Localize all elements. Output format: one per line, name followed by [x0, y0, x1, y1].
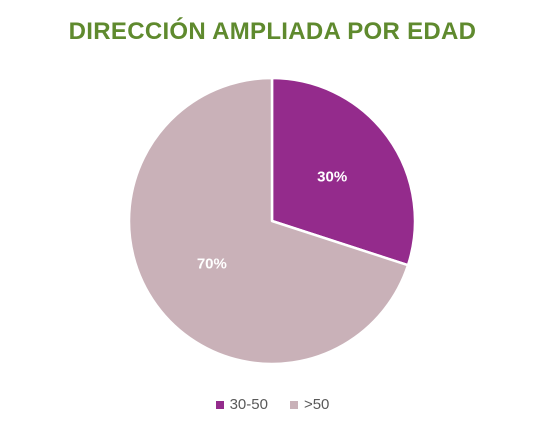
legend-label-over-50: >50	[303, 396, 330, 413]
legend-label-30-50: 30-50	[229, 396, 268, 413]
legend-item-30-50: 30-50	[215, 396, 268, 413]
pie-slice-30-50	[270, 76, 417, 267]
legend-swatch-30-50	[215, 400, 224, 409]
pie-slice-over-50	[127, 76, 410, 366]
legend-item-over-50: >50	[289, 396, 330, 413]
legend: 30-50 >50	[0, 396, 545, 413]
data-label-0: 30%	[317, 168, 347, 185]
legend-swatch-over-50	[289, 400, 298, 409]
data-label-1: 70%	[197, 256, 227, 273]
chart-title: DIRECCIÓN AMPLIADA POR EDAD	[68, 18, 477, 45]
